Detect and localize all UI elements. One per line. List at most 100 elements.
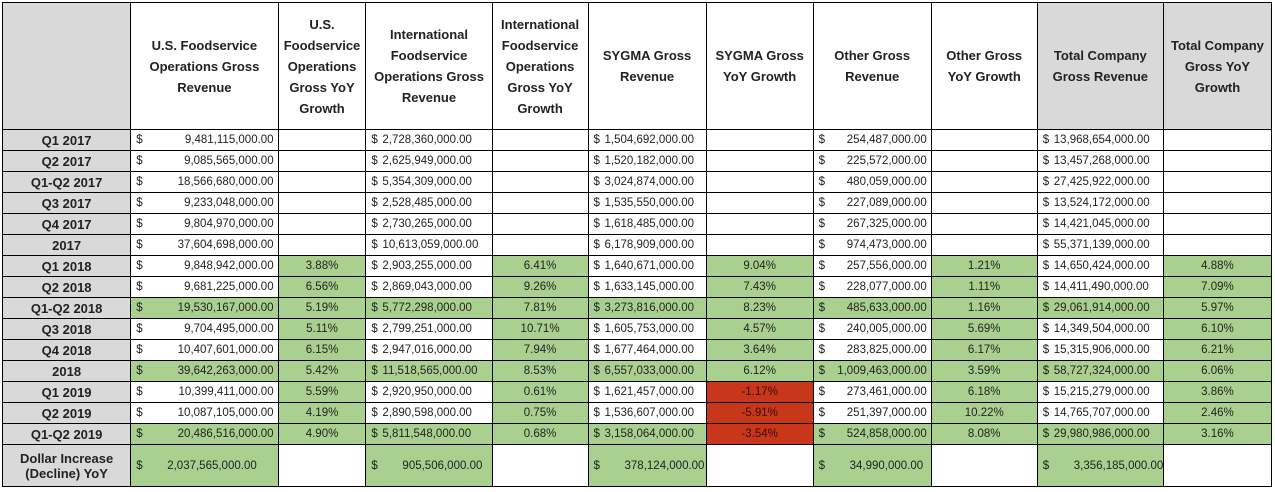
growth-cell: 7.81% bbox=[491, 297, 589, 319]
currency-symbol: $ bbox=[1042, 218, 1050, 230]
money-cell: $227,089,000.00 bbox=[812, 192, 932, 214]
currency-symbol: $ bbox=[593, 386, 600, 398]
amount-value: 9,481,115,000.00 bbox=[184, 134, 274, 146]
col-header-sygma-revenue: SYGMA Gross Revenue bbox=[587, 2, 707, 130]
growth-cell bbox=[1162, 150, 1273, 172]
money-cell: $2,890,598,000.00 bbox=[365, 402, 493, 424]
amount-value: 9,848,942,000.00 bbox=[184, 260, 274, 272]
money-cell: $6,557,033,000.00 bbox=[587, 360, 707, 382]
amount-value: 9,085,565,000.00 bbox=[184, 155, 274, 167]
money-cell: $10,407,601,000.00 bbox=[130, 339, 279, 361]
amount-value: 240,005,000.00 bbox=[846, 323, 927, 335]
currency-symbol: $ bbox=[371, 197, 378, 209]
money-cell: $9,681,225,000.00 bbox=[130, 276, 279, 298]
table-row: Q2 2019 $10,087,105,000.00 4.19% $2,890,598… bbox=[1, 402, 1273, 424]
growth-cell: -5.91% bbox=[705, 402, 814, 424]
amount-value: 1,640,671,000.00 bbox=[604, 260, 695, 272]
money-cell: $254,487,000.00 bbox=[812, 129, 932, 151]
currency-symbol: $ bbox=[1042, 302, 1050, 314]
currency-symbol: $ bbox=[136, 239, 143, 251]
growth-cell bbox=[491, 150, 589, 172]
currency-symbol: $ bbox=[136, 459, 143, 472]
amount-value: 10,407,601,000.00 bbox=[177, 344, 274, 356]
money-cell: $5,354,309,000.00 bbox=[365, 171, 493, 193]
money-cell: $10,613,059,000.00 bbox=[365, 234, 493, 256]
growth-cell bbox=[705, 171, 814, 193]
amount-value: 1,605,753,000.00 bbox=[604, 323, 695, 335]
money-cell: $524,858,000.00 bbox=[812, 423, 932, 445]
money-cell: $1,621,457,000.00 bbox=[587, 381, 707, 403]
amount-value: 2,869,043,000.00 bbox=[382, 281, 472, 293]
currency-symbol: $ bbox=[371, 323, 378, 335]
growth-cell bbox=[277, 192, 367, 214]
growth-cell bbox=[1162, 444, 1273, 487]
currency-symbol: $ bbox=[136, 386, 143, 398]
growth-cell: -1.17% bbox=[705, 381, 814, 403]
row-label: 2018 bbox=[1, 360, 132, 382]
currency-symbol: $ bbox=[1042, 386, 1050, 398]
growth-cell bbox=[491, 444, 589, 487]
amount-value: 34,990,000.00 bbox=[849, 459, 924, 472]
currency-symbol: $ bbox=[818, 344, 826, 356]
amount-value: 524,858,000.00 bbox=[846, 428, 927, 440]
currency-symbol: $ bbox=[1042, 239, 1050, 251]
growth-cell bbox=[705, 129, 814, 151]
money-cell: $19,530,167,000.00 bbox=[130, 297, 279, 319]
money-cell: $29,061,914,000.00 bbox=[1036, 297, 1164, 319]
amount-value: 14,349,504,000.00 bbox=[1053, 323, 1150, 335]
money-cell: $225,572,000.00 bbox=[812, 150, 932, 172]
currency-symbol: $ bbox=[1042, 281, 1050, 293]
currency-symbol: $ bbox=[1042, 344, 1050, 356]
currency-symbol: $ bbox=[136, 176, 143, 188]
growth-cell: 5.11% bbox=[277, 318, 367, 340]
money-cell: $283,825,000.00 bbox=[812, 339, 932, 361]
growth-cell bbox=[491, 171, 589, 193]
currency-symbol: $ bbox=[371, 155, 378, 167]
growth-cell: 3.16% bbox=[1162, 423, 1273, 445]
growth-cell: 6.17% bbox=[930, 339, 1038, 361]
amount-value: 228,077,000.00 bbox=[846, 281, 927, 293]
currency-symbol: $ bbox=[371, 302, 378, 314]
currency-symbol: $ bbox=[818, 386, 826, 398]
growth-cell: 4.88% bbox=[1162, 255, 1273, 277]
currency-symbol: $ bbox=[818, 197, 826, 209]
row-label: Q1 2017 bbox=[1, 129, 132, 151]
row-label: Dollar Increase (Decline) YoY bbox=[1, 444, 132, 487]
amount-value: 5,354,309,000.00 bbox=[382, 176, 472, 188]
money-cell: $378,124,000.00 bbox=[587, 444, 707, 487]
currency-symbol: $ bbox=[371, 365, 378, 377]
amount-value: 19,530,167,000.00 bbox=[177, 302, 274, 314]
currency-symbol: $ bbox=[371, 134, 378, 146]
currency-symbol: $ bbox=[593, 302, 600, 314]
money-cell: $9,848,942,000.00 bbox=[130, 255, 279, 277]
amount-value: 905,506,000.00 bbox=[402, 459, 483, 472]
table-row: 2018 $39,642,263,000.00 5.42% $11,518,565,0… bbox=[1, 360, 1273, 382]
amount-value: 225,572,000.00 bbox=[846, 155, 927, 167]
growth-cell: 0.61% bbox=[491, 381, 589, 403]
currency-symbol: $ bbox=[136, 344, 143, 356]
currency-symbol: $ bbox=[818, 323, 826, 335]
growth-cell: 6.56% bbox=[277, 276, 367, 298]
money-cell: $2,869,043,000.00 bbox=[365, 276, 493, 298]
growth-cell: 8.23% bbox=[705, 297, 814, 319]
growth-cell bbox=[930, 150, 1038, 172]
money-cell: $273,461,000.00 bbox=[812, 381, 932, 403]
money-cell: $1,618,485,000.00 bbox=[587, 213, 707, 235]
table-row: Q2 2018 $9,681,225,000.00 6.56% $2,869,043,… bbox=[1, 276, 1273, 298]
amount-value: 13,968,654,000.00 bbox=[1053, 134, 1150, 146]
amount-value: 1,618,485,000.00 bbox=[604, 218, 695, 230]
growth-cell bbox=[491, 129, 589, 151]
table-row: Q1-Q2 2017 $18,566,680,000.00 $5,354,309,0… bbox=[1, 171, 1273, 193]
currency-symbol: $ bbox=[593, 428, 600, 440]
growth-cell bbox=[705, 234, 814, 256]
growth-cell: 6.12% bbox=[705, 360, 814, 382]
amount-value: 18,566,680,000.00 bbox=[177, 176, 274, 188]
amount-value: 39,642,263,000.00 bbox=[177, 365, 274, 377]
col-header-total-growth: Total Company Gross YoY Growth bbox=[1162, 2, 1273, 130]
currency-symbol: $ bbox=[593, 239, 600, 251]
growth-cell: 6.15% bbox=[277, 339, 367, 361]
currency-symbol: $ bbox=[136, 365, 143, 377]
amount-value: 9,704,495,000.00 bbox=[184, 323, 274, 335]
currency-symbol: $ bbox=[371, 344, 378, 356]
money-cell: $2,947,016,000.00 bbox=[365, 339, 493, 361]
